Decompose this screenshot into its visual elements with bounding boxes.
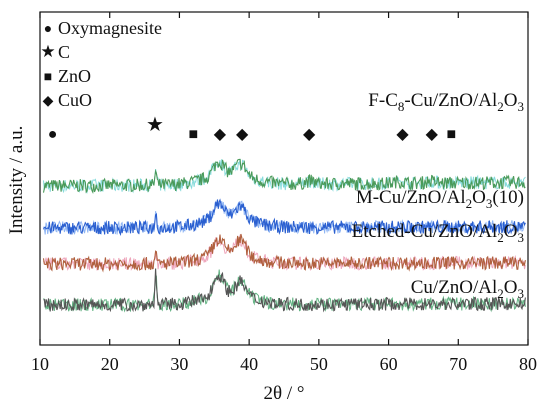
series-line [42,158,526,195]
x-axis-label: 2θ / ° [264,383,305,404]
series-label: F-C8-Cu/ZnO/Al2O3 [368,90,524,114]
x-tick-label: 10 [31,354,49,374]
series-trace [43,268,526,313]
legend-marker: ● [44,22,52,37]
x-axis-ticks: 10 20 30 40 50 60 70 80 [31,12,537,374]
series-label: Etched-Cu/ZnO/Al2O3 [352,221,524,245]
legend: ● Oxymagnesite★ C ■ ZnO ◆ CuO [40,18,162,110]
peak-marker: ■ [189,126,199,143]
x-tick-label: 30 [170,354,188,374]
peak-marker: ◆ [303,126,316,143]
peak-marker: ◆ [236,126,249,143]
series-trace [42,198,526,236]
legend-marker: ★ [40,42,55,61]
peak-marker: ■ [446,126,456,143]
x-tick-label: 50 [310,354,328,374]
series-noise-line [43,269,526,313]
legend-label: ZnO [58,66,91,86]
legend-label: CuO [58,90,92,110]
legend-label: C [58,42,70,62]
x-tick-label: 70 [449,354,467,374]
series-trace [42,233,526,273]
series-noise-line [43,200,526,236]
peak-marker: ◆ [214,126,227,143]
x-tick-label: 60 [380,354,398,374]
peak-marker: ★ [146,114,164,136]
series-label: Cu/ZnO/Al2O3 [411,277,524,301]
series-labels: F-C8-Cu/ZnO/Al2O3 M-Cu/ZnO/Al2O3(10) Etche… [352,90,524,301]
series-noise-line [43,234,526,272]
series-label: M-Cu/ZnO/Al2O3(10) [356,187,524,211]
x-tick-label: 20 [101,354,119,374]
plot-frame [39,11,529,346]
series-line [42,233,526,273]
series-line [43,268,526,313]
peak-marker: ◆ [426,126,439,143]
peak-markers: ● ★ ■ ◆ ◆ ◆ ◆ ◆ ■ [48,114,456,143]
series-line [42,198,526,236]
legend-marker: ◆ [43,94,54,109]
x-tick-label: 80 [519,354,537,374]
peak-marker: ◆ [396,126,409,143]
legend-label: Oxymagnesite [58,18,162,38]
x-tick-label: 40 [240,354,258,374]
series-trace [42,158,526,195]
peak-marker: ● [48,126,58,143]
y-axis-label: Intensity / a.u. [6,126,27,235]
legend-marker: ■ [44,70,52,85]
series-traces [42,158,526,313]
